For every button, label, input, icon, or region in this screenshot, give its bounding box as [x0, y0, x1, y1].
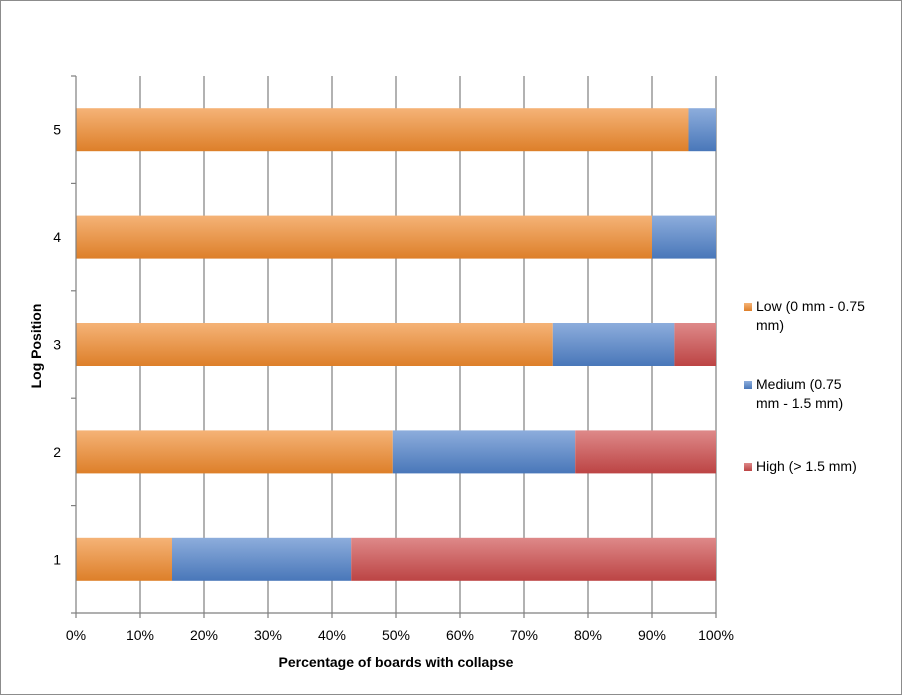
legend-label: Low (0 mm - 0.75 mm) — [756, 298, 865, 333]
x-tick-label: 90% — [638, 627, 666, 643]
bar-segment-1-high — [351, 537, 716, 581]
y-tick-label: 1 — [53, 551, 61, 567]
legend-swatch — [744, 381, 752, 389]
bar-segment-5-medium — [688, 108, 716, 152]
bar-segment-4-low — [76, 215, 652, 259]
bar-segment-3-high — [674, 323, 716, 366]
x-tick-label: 50% — [382, 627, 410, 643]
x-tick-labels: 0% 10% 20% 30% 40% 50% 60% 70% 80% 90% 100% — [66, 627, 734, 643]
bars — [76, 108, 716, 581]
bar-segment-3-medium — [552, 323, 675, 366]
bar-segment-2-low — [76, 430, 393, 474]
x-tick-label: 10% — [126, 627, 154, 643]
x-tick-label: 30% — [254, 627, 282, 643]
legend: Low (0 mm - 0.75 mm) Medium (0.75 mm - 1.5 … — [744, 298, 865, 474]
y-axis-title: Log Position — [28, 304, 44, 389]
legend-label: High (> 1.5 mm) — [756, 458, 857, 474]
bar-segment-4-medium — [652, 215, 716, 259]
y-tick-label: 2 — [53, 444, 61, 460]
x-tick-label: 60% — [446, 627, 474, 643]
y-tick-label: 3 — [53, 337, 61, 353]
x-tick-label: 80% — [574, 627, 602, 643]
axes — [71, 75, 717, 618]
bar-segment-5-low — [76, 108, 689, 152]
y-tick-label: 4 — [53, 229, 61, 245]
bar-segment-2-medium — [392, 430, 576, 474]
x-tick-label: 20% — [190, 627, 218, 643]
bar-segment-3-low — [76, 323, 553, 366]
legend-label: Medium (0.75 mm - 1.5 mm) — [756, 376, 843, 411]
y-tick-label: 5 — [53, 122, 61, 138]
x-tick-label: 100% — [698, 627, 734, 643]
bar-segment-2-high — [575, 430, 716, 474]
bar-segment-1-medium — [172, 537, 352, 581]
x-tick-label: 0% — [66, 627, 86, 643]
bar-segment-1-low — [76, 537, 172, 581]
x-axis-title: Percentage of boards with collapse — [279, 654, 514, 670]
x-tick-label: 40% — [318, 627, 346, 643]
legend-swatch — [744, 303, 752, 311]
y-tick-labels: 1 2 3 4 5 — [53, 122, 61, 568]
legend-swatch — [744, 463, 752, 471]
x-tick-label: 70% — [510, 627, 538, 643]
